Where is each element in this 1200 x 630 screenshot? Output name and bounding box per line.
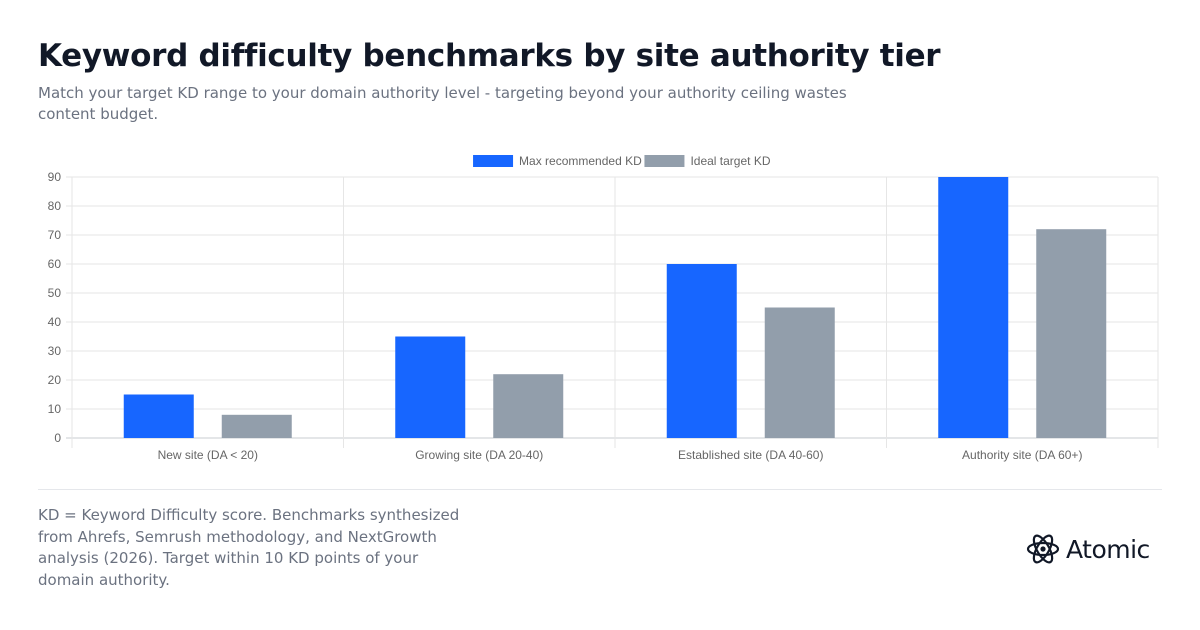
legend-swatch [644,155,685,167]
y-tick-label: 90 [48,170,62,184]
chart-title: Keyword difficulty benchmarks by site au… [38,38,941,74]
x-tick-label: Growing site (DA 20-40) [415,448,543,462]
footnote: KD = Keyword Difficulty score. Benchmark… [38,506,460,589]
chart-area: 0 10 20 30 40 50 60 70 80 90 New site (DA < 20) Gro… [0,145,1200,475]
y-tick-label: 40 [48,315,62,329]
chart-subtitle: Match your target KD range to your domai… [38,84,847,123]
bar-max-recommended-kd [123,394,194,438]
footer-divider [38,489,1162,490]
bar-ideal-target-kd [221,414,292,438]
bar-chart: 0 10 20 30 40 50 60 70 80 90 New site (DA < 20) Gro… [48,154,1159,462]
y-tick-label: 20 [48,373,62,387]
atomic-logo-icon [1026,534,1060,564]
x-tick-label: Authority site (DA 60+) [962,448,1082,462]
bar-ideal-target-kd [764,307,835,438]
bar-ideal-target-kd [1036,229,1107,438]
y-tick-label: 80 [48,199,62,213]
y-tick-label: 50 [48,286,62,300]
bar-max-recommended-kd [938,177,1009,438]
bar-ideal-target-kd [493,374,564,438]
y-tick-label: 0 [54,431,61,445]
y-tick-label: 60 [48,257,62,271]
legend-swatch [473,155,514,167]
legend-label: Ideal target KD [690,154,770,168]
brand-name: Atomic [1066,534,1150,564]
bar-max-recommended-kd [666,264,737,438]
y-tick-label: 10 [48,402,62,416]
brand-logo: Atomic [1026,529,1150,569]
y-tick-label: 30 [48,344,62,358]
x-tick-label: Established site (DA 40-60) [678,448,823,462]
x-tick-label: New site (DA < 20) [158,448,258,462]
bar-max-recommended-kd [395,336,466,438]
legend-label: Max recommended KD [519,154,642,168]
y-tick-label: 70 [48,228,62,242]
